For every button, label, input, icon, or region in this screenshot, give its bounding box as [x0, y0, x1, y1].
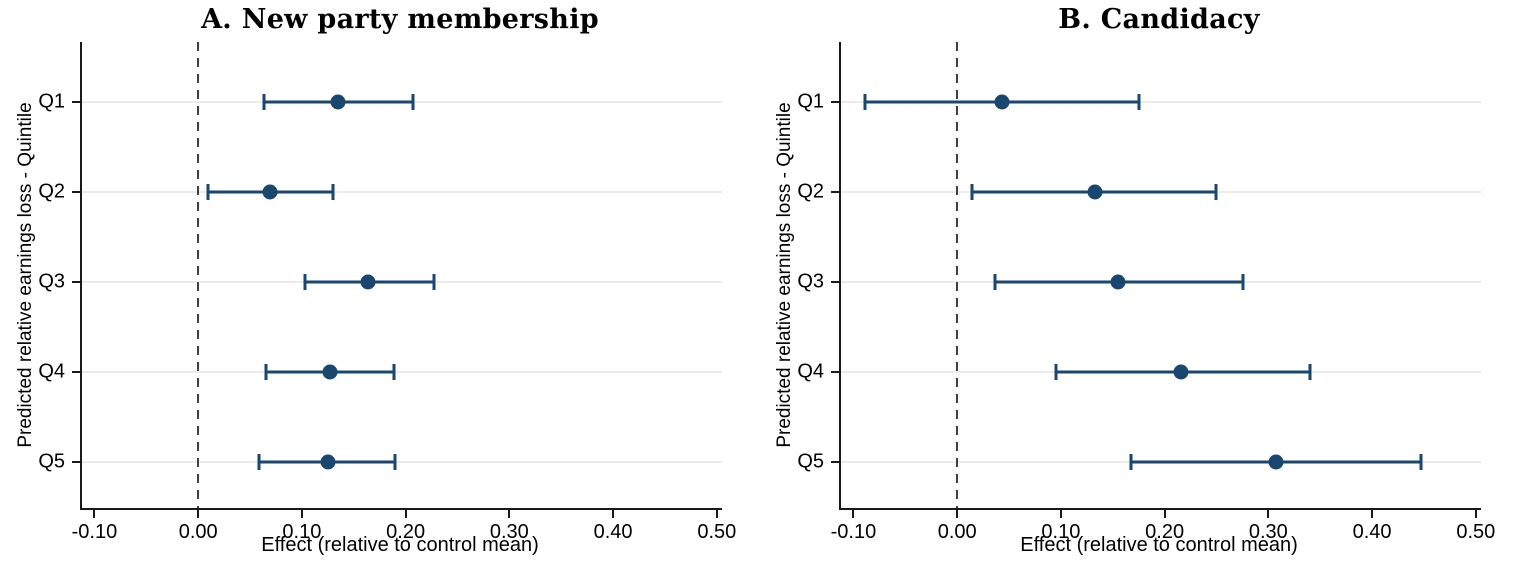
confidence-interval-cap-right	[432, 274, 436, 290]
x-tick-label: 0.30	[489, 521, 529, 543]
point-estimate-marker	[1110, 274, 1126, 290]
panel-a-plot-area: Q1 Q2 Q3 Q4 Q5 -0.10 0.00 0.10 0.20 0.30 0.40 0.50	[38, 42, 736, 543]
x-axis-tick	[300, 510, 303, 518]
x-tick-label: 0.10	[1041, 521, 1081, 543]
confidence-interval-cap-left	[206, 184, 209, 200]
confidence-interval-cap-left	[970, 184, 974, 200]
panel-a-y-axis-title: Predicted relative earnings loss - Quint…	[15, 102, 36, 448]
x-tick-label: 0.40	[1352, 521, 1392, 543]
panel-b-y-axis-title: Predicted relative earnings loss - Quint…	[774, 102, 795, 448]
x-axis-tick	[1371, 510, 1374, 518]
y-axis-tick	[831, 461, 839, 463]
confidence-interval-cap-left	[993, 274, 997, 290]
confidence-interval-cap-right	[392, 364, 396, 380]
y-axis-tick	[72, 371, 80, 373]
confidence-interval-cap-left	[1054, 364, 1058, 380]
y-tick-label: Q3	[38, 270, 65, 293]
x-axis-tick	[1059, 510, 1062, 518]
y-axis-tick	[831, 371, 839, 373]
confidence-interval-cap-left	[1129, 454, 1133, 470]
confidence-interval-cap-left	[262, 94, 266, 110]
y-axis-tick	[831, 101, 839, 103]
confidence-interval-cap-right	[331, 184, 335, 200]
point-estimate-marker	[1173, 364, 1189, 380]
y-tick-label: Q3	[797, 270, 824, 293]
x-tick-label: -0.10	[830, 521, 877, 543]
confidence-interval-cap-left	[264, 364, 268, 380]
y-axis-tick	[72, 101, 80, 103]
x-tick-label: 0.20	[1145, 521, 1185, 543]
x-axis-tick	[715, 510, 718, 518]
x-axis-tick	[852, 510, 855, 518]
x-axis-tick	[93, 510, 96, 518]
x-tick-label: 0.50	[697, 521, 737, 543]
gridline	[841, 101, 1481, 103]
x-axis-tick	[1163, 510, 1166, 518]
point-estimate-marker	[262, 184, 278, 200]
x-axis-tick	[612, 510, 615, 518]
point-estimate-marker	[1268, 454, 1284, 470]
zero-reference-line	[956, 42, 959, 508]
confidence-interval-cap-left	[257, 454, 261, 470]
x-axis-tick	[1267, 510, 1270, 518]
y-axis-tick	[72, 191, 80, 193]
confidence-interval-cap-left	[303, 274, 307, 290]
x-tick-label: 0.00	[178, 521, 218, 543]
x-tick-label: 0.00	[937, 521, 977, 543]
x-axis-tick	[956, 510, 959, 518]
panel-b-candidacy: B. Candidacy Predicted relative earnings…	[759, 0, 1518, 567]
confidence-interval-cap-right	[1241, 274, 1245, 290]
y-tick-label: Q2	[38, 180, 65, 203]
point-estimate-marker	[330, 94, 346, 110]
x-axis-tick	[508, 510, 511, 518]
y-tick-label: Q1	[38, 90, 65, 113]
y-tick-label: Q4	[797, 360, 824, 383]
y-tick-label: Q2	[797, 180, 824, 203]
x-tick-label: 0.30	[1248, 521, 1288, 543]
point-estimate-marker	[322, 364, 338, 380]
panel-b-title: B. Candidacy	[1058, 4, 1260, 35]
y-tick-label: Q5	[797, 450, 824, 473]
y-tick-label: Q1	[797, 90, 824, 113]
y-axis-tick	[72, 461, 80, 463]
point-estimate-marker	[1087, 184, 1103, 200]
point-estimate-marker	[994, 94, 1010, 110]
point-estimate-marker	[320, 454, 336, 470]
confidence-interval-cap-right	[411, 94, 415, 110]
panel-a-title: A. New party membership	[201, 4, 599, 35]
x-axis-tick	[1474, 510, 1477, 518]
confidence-interval-cap-right	[1308, 364, 1312, 380]
y-axis-tick	[831, 281, 839, 283]
y-axis-tick	[72, 281, 80, 283]
confidence-interval-cap-right	[1137, 94, 1141, 110]
point-estimate-marker	[360, 274, 376, 290]
y-tick-label: Q5	[38, 450, 65, 473]
gridline	[82, 371, 722, 373]
confidence-interval-cap-right	[393, 454, 397, 470]
x-tick-label: 0.20	[386, 521, 426, 543]
x-tick-label: 0.10	[282, 521, 322, 543]
confidence-interval-cap-right	[1419, 454, 1423, 470]
x-tick-label: -0.10	[71, 521, 118, 543]
x-tick-label: 0.40	[593, 521, 633, 543]
panel-a-x-axis-title: Effect (relative to control mean)	[261, 534, 539, 556]
x-tick-label: 0.50	[1456, 521, 1496, 543]
confidence-interval-cap-left	[863, 94, 867, 110]
panel-b-plot-area: Q1 Q2 Q3 Q4 Q5 -0.10 0.00 0.10 0.20 0.30 0.40 0.50	[797, 42, 1495, 543]
zero-reference-line	[197, 42, 200, 508]
x-axis-tick	[404, 510, 407, 518]
x-axis-tick	[197, 510, 200, 518]
y-tick-label: Q4	[38, 360, 65, 383]
gridline	[82, 461, 722, 463]
panel-b-x-axis-title: Effect (relative to control mean)	[1020, 534, 1298, 556]
gridline	[82, 191, 722, 193]
y-axis-tick	[831, 191, 839, 193]
confidence-interval-cap-right	[1214, 184, 1218, 200]
panel-a-new-party-membership: A. New party membership Predicted relati…	[15, 4, 736, 556]
